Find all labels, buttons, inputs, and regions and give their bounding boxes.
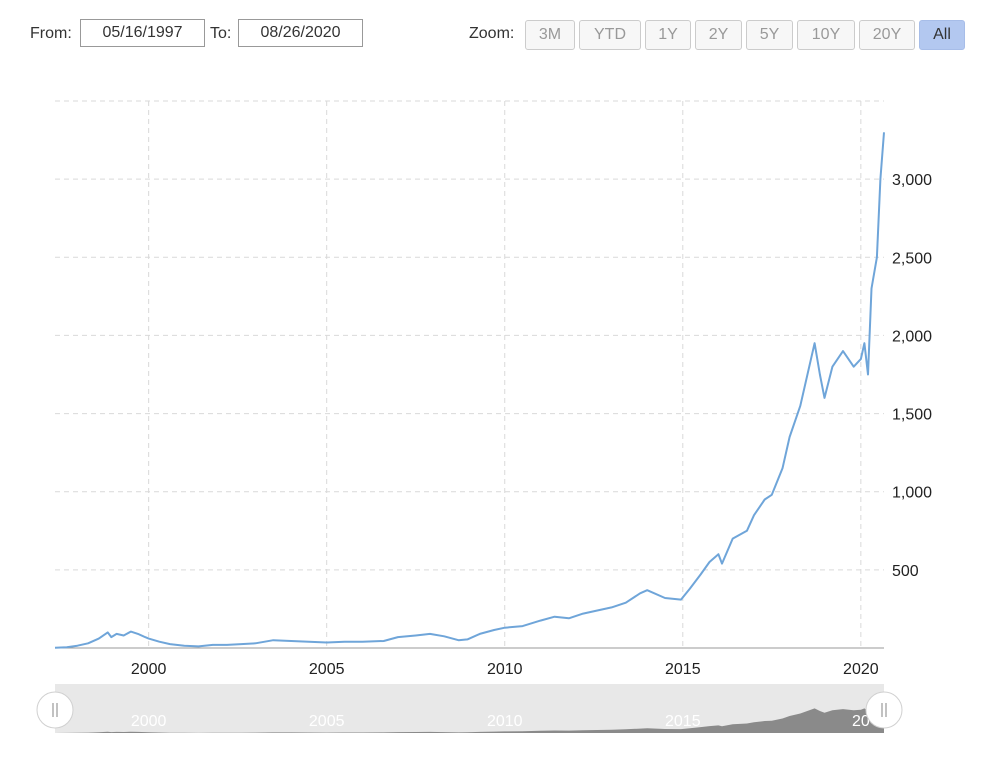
- to-date-input[interactable]: [238, 19, 363, 47]
- navigator-label: 2010: [487, 713, 523, 730]
- zoom-3m-button[interactable]: 3M: [525, 20, 575, 50]
- navigator-label: 2015: [665, 713, 701, 730]
- y-tick-label: 1,000: [892, 485, 932, 502]
- x-tick-label: 2015: [665, 661, 701, 678]
- zoom-2y-button[interactable]: 2Y: [695, 20, 742, 50]
- from-label: From:: [30, 25, 72, 42]
- x-tick-label: 2020: [843, 661, 879, 678]
- x-tick-label: 2000: [131, 661, 167, 678]
- grip-icon: [881, 703, 887, 717]
- from-date-input[interactable]: [80, 19, 205, 47]
- y-tick-label: 2,000: [892, 328, 932, 345]
- zoom-1y-button[interactable]: 1Y: [645, 20, 691, 50]
- to-label: To:: [210, 25, 232, 42]
- range-selector: From: To: Zoom: 3M YTD 1Y 2Y 5Y 10Y 20Y …: [0, 0, 1006, 70]
- zoom-10y-button[interactable]: 10Y: [797, 20, 855, 50]
- y-tick-label: 3,000: [892, 172, 932, 189]
- navigator-label: 20: [852, 713, 870, 730]
- zoom-label: Zoom:: [469, 25, 515, 42]
- zoom-ytd-button[interactable]: YTD: [579, 20, 641, 50]
- chart-grid: [55, 100, 884, 648]
- x-axis-labels: 2000 2005 2010 2015 2020: [131, 661, 879, 678]
- zoom-5y-button[interactable]: 5Y: [746, 20, 793, 50]
- x-tick-label: 2005: [309, 661, 345, 678]
- x-tick-label: 2010: [487, 661, 523, 678]
- navigator-label: 2000: [131, 713, 167, 730]
- y-tick-label: 500: [892, 563, 919, 580]
- zoom-20y-button[interactable]: 20Y: [859, 20, 915, 50]
- grip-icon: [52, 703, 58, 717]
- y-tick-label: 2,500: [892, 250, 932, 267]
- navigator-series-area: [55, 691, 884, 733]
- y-tick-label: 1,500: [892, 407, 932, 424]
- price-series-line: [54, 132, 885, 649]
- navigator-left-handle[interactable]: [36, 691, 74, 729]
- navigator[interactable]: 2000 2005 2010 2015 20: [36, 684, 903, 733]
- navigator-label: 2005: [309, 713, 345, 730]
- y-axis-labels: 500 1,000 1,500 2,000 2,500 3,000: [892, 172, 932, 580]
- navigator-labels: 2000 2005 2010 2015 20: [131, 713, 870, 730]
- zoom-all-button[interactable]: All: [919, 20, 965, 50]
- navigator-right-handle[interactable]: [865, 691, 903, 729]
